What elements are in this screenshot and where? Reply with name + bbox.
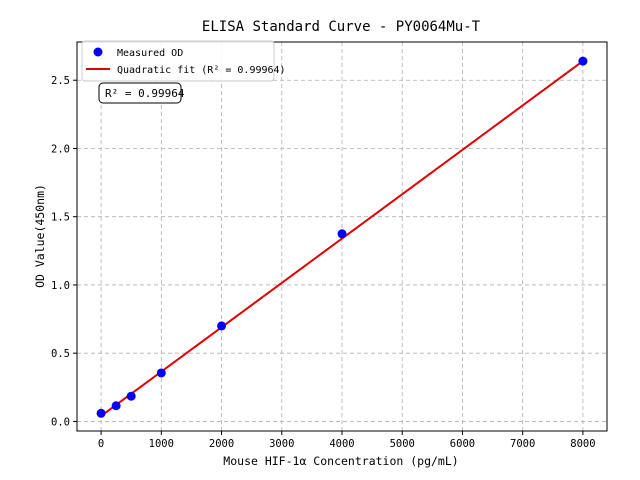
grid: [77, 42, 607, 431]
x-tick-label: 5000: [390, 438, 415, 450]
r-squared-annotation: R² = 0.99964: [98, 82, 185, 104]
legend-marker-measured: [93, 47, 103, 57]
fit-series: [100, 60, 584, 417]
x-tick-label: 1000: [149, 438, 174, 450]
legend-box: [81, 40, 275, 82]
legend: Measured OD Quadratic fit (R² = 0.99964): [81, 40, 286, 82]
legend-label-fit: Quadratic fit (R² = 0.99964): [117, 65, 286, 76]
y-tick-label: 2.5: [51, 75, 70, 87]
x-tick-label: 2000: [209, 438, 234, 450]
x-axis: 0 1000 2000 3000 4000 5000 6000 7000 8000: [98, 431, 596, 450]
data-point: [126, 391, 136, 401]
x-tick-label: 8000: [570, 438, 595, 450]
data-point: [111, 401, 121, 411]
y-tick-label: 2.0: [51, 143, 70, 155]
annotation-box: [98, 82, 182, 104]
x-tick-label: 3000: [269, 438, 294, 450]
annotation-text: R² = 0.99964: [105, 87, 185, 100]
y-tick-label: 0.0: [51, 416, 70, 428]
data-point: [96, 408, 106, 418]
data-point: [578, 56, 588, 66]
data-point: [217, 321, 227, 331]
y-tick-label: 1.5: [51, 212, 70, 224]
data-point: [337, 229, 347, 239]
x-tick-label: 6000: [450, 438, 475, 450]
y-axis-label: OD Value(450nm): [33, 184, 47, 288]
legend-label-measured: Measured OD: [117, 48, 183, 59]
chart-title: ELISA Standard Curve - PY0064Mu-T: [202, 19, 481, 35]
y-tick-label: 0.5: [51, 348, 70, 360]
x-tick-label: 4000: [329, 438, 354, 450]
x-tick-label: 0: [98, 438, 104, 450]
x-axis-label: Mouse HIF-1α Concentration (pg/mL): [223, 454, 458, 468]
measured-series: [96, 56, 588, 418]
fit-line: [100, 60, 584, 417]
y-tick-label: 1.0: [51, 280, 70, 292]
data-point: [156, 368, 166, 378]
y-axis: 0.0 0.5 1.0 1.5 2.0 2.5: [51, 75, 77, 428]
x-tick-label: 7000: [510, 438, 535, 450]
